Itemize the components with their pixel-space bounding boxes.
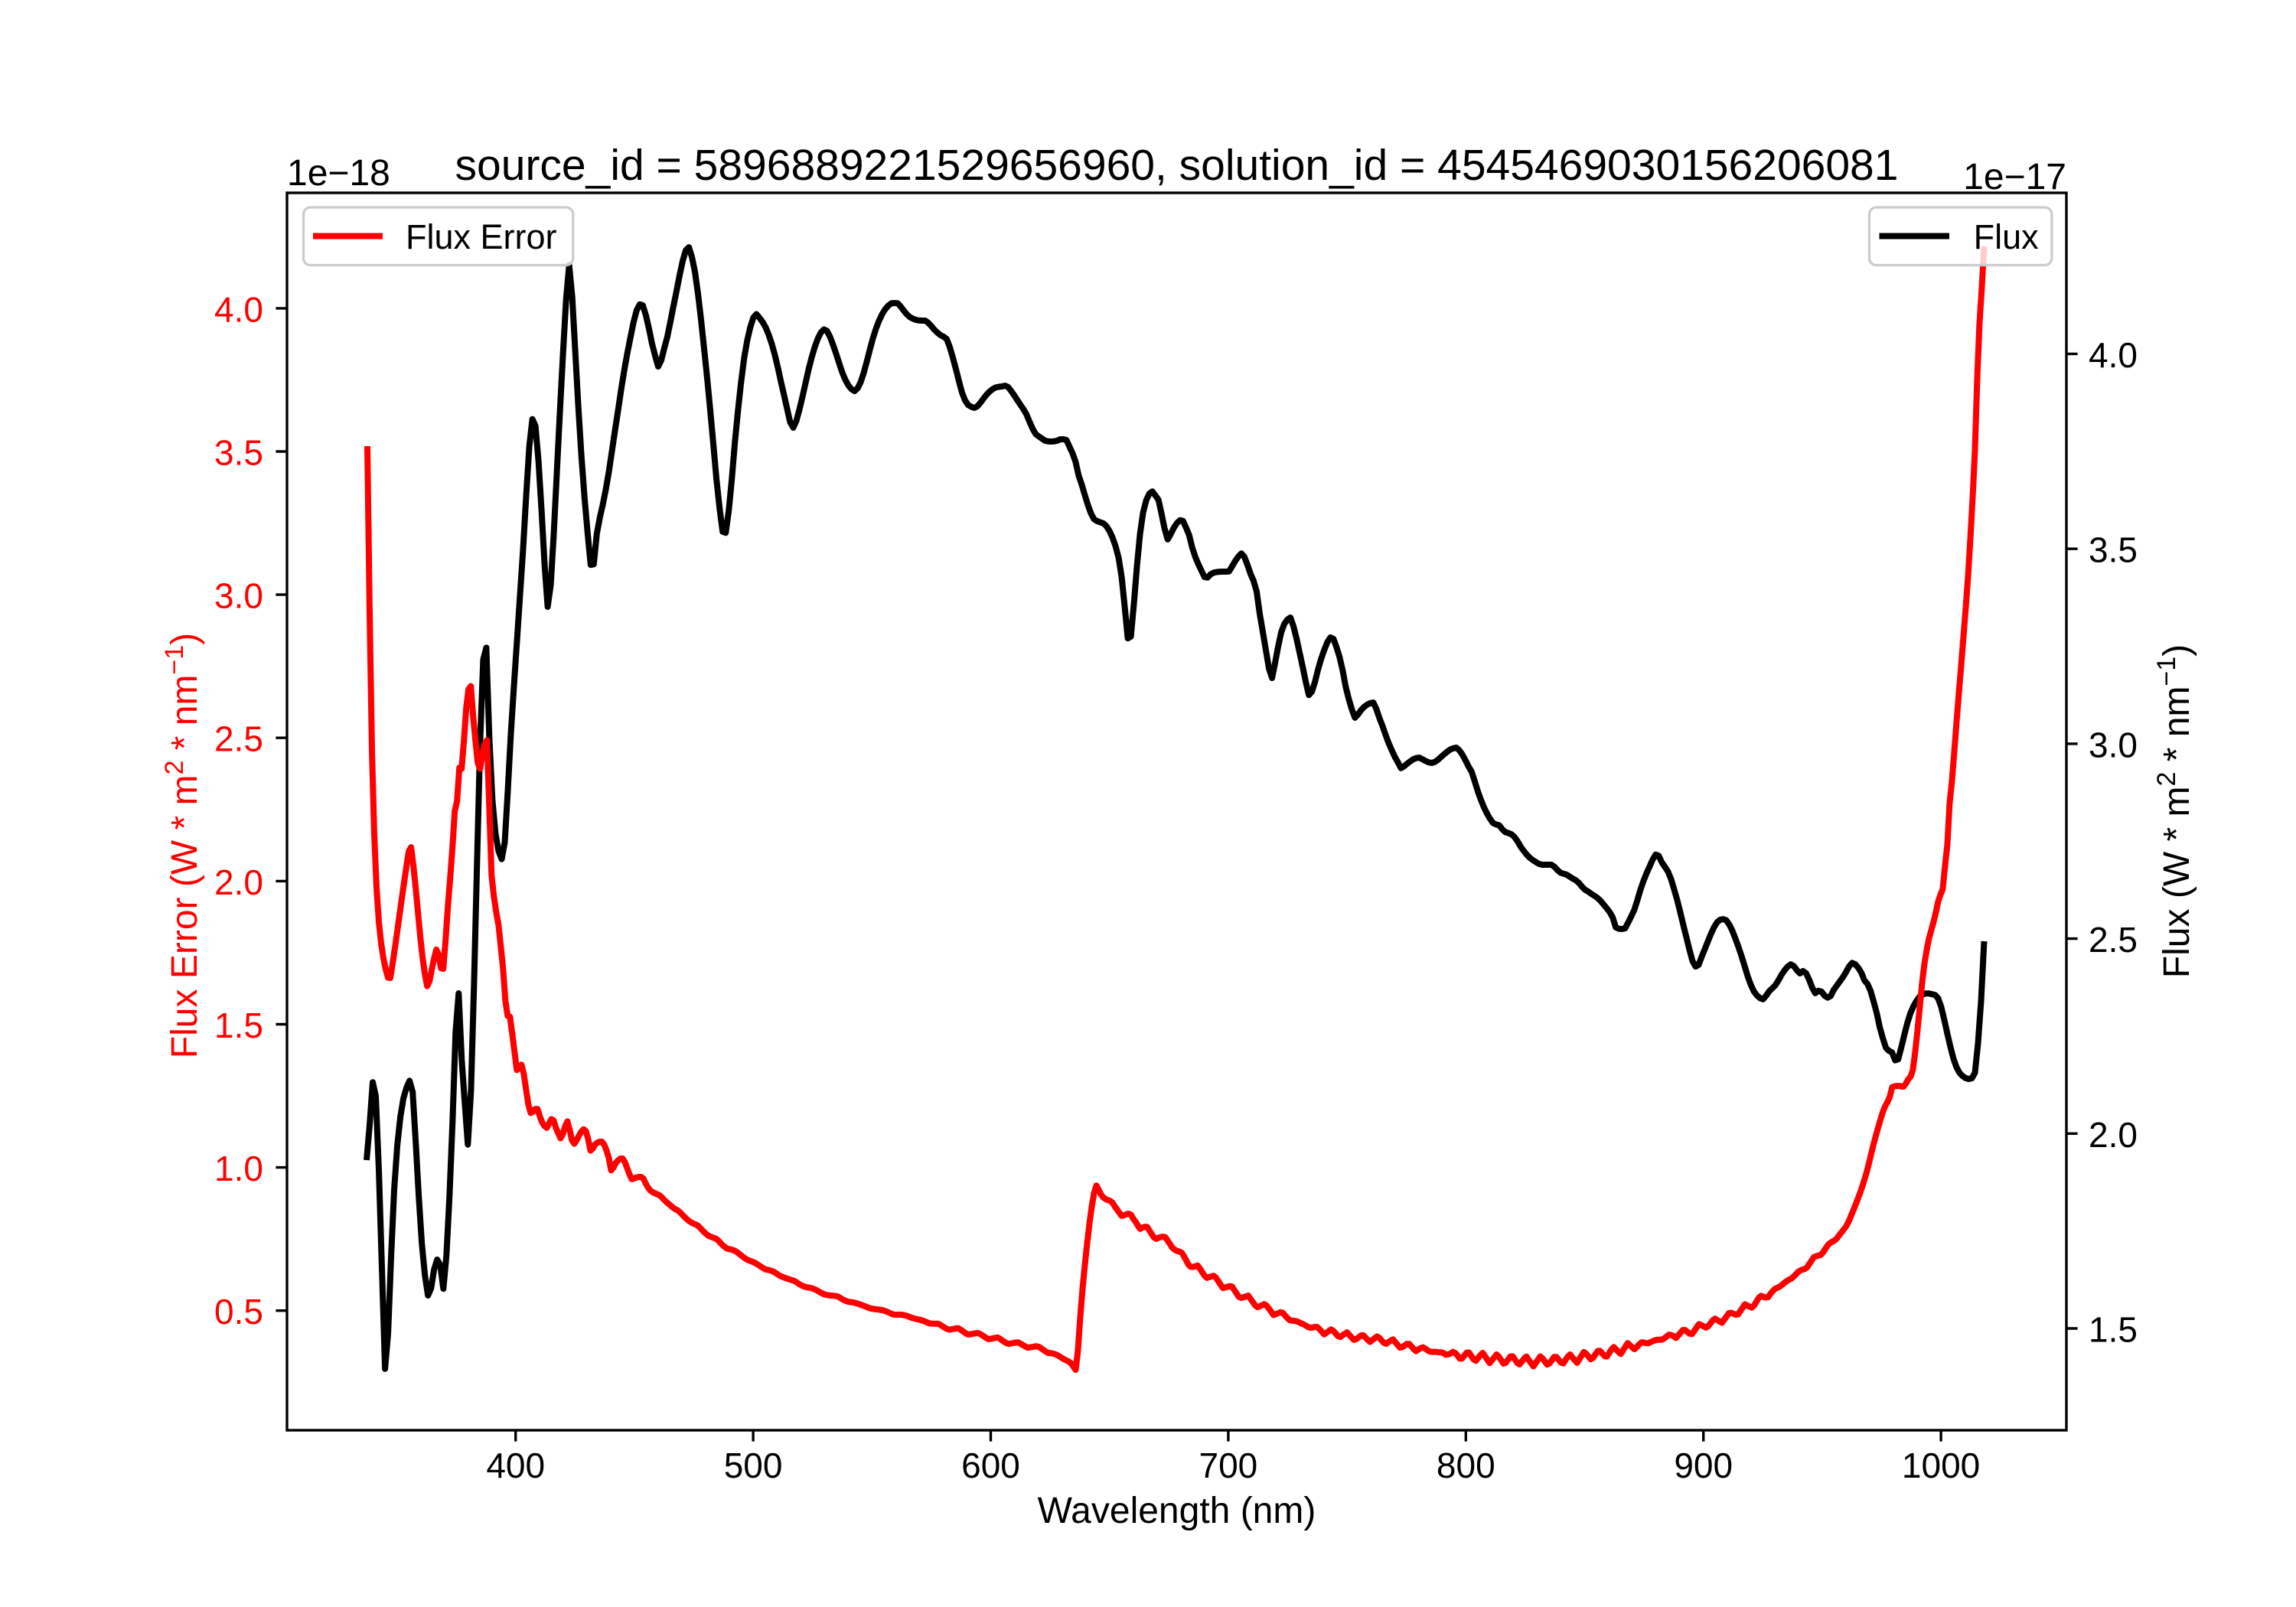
svg-text:3.0: 3.0 [214, 576, 263, 616]
svg-text:1e−18: 1e−18 [287, 153, 390, 194]
svg-text:source_id = 589688922152965696: source_id = 5896889221529656960, solutio… [455, 141, 1899, 190]
svg-text:Flux Error (W * m2 * nm−1): Flux Error (W * m2 * nm−1) [160, 633, 205, 1058]
svg-text:2.0: 2.0 [214, 862, 263, 902]
svg-text:1e−17: 1e−17 [1963, 157, 2066, 197]
svg-text:3.0: 3.0 [2089, 725, 2138, 764]
svg-text:800: 800 [1437, 1446, 1495, 1485]
svg-text:Flux (W * m2 * nm−1): Flux (W * m2 * nm−1) [2152, 644, 2197, 978]
svg-text:Wavelength (nm): Wavelength (nm) [1038, 1491, 1316, 1531]
svg-text:Flux Error: Flux Error [406, 217, 557, 256]
svg-text:400: 400 [486, 1446, 545, 1485]
svg-text:1.0: 1.0 [214, 1149, 263, 1188]
svg-text:4.0: 4.0 [2089, 335, 2138, 375]
svg-text:2.0: 2.0 [2089, 1115, 2138, 1155]
svg-text:700: 700 [1199, 1446, 1258, 1485]
svg-text:3.5: 3.5 [2089, 530, 2138, 570]
svg-text:0.5: 0.5 [214, 1292, 263, 1332]
svg-text:1.5: 1.5 [214, 1006, 263, 1045]
svg-text:900: 900 [1674, 1446, 1733, 1485]
svg-text:1.5: 1.5 [2089, 1310, 2138, 1350]
svg-text:Flux: Flux [1974, 217, 2040, 256]
svg-text:2.5: 2.5 [2089, 920, 2138, 960]
svg-text:2.5: 2.5 [214, 719, 263, 759]
svg-text:500: 500 [724, 1446, 783, 1485]
svg-text:600: 600 [961, 1446, 1020, 1485]
svg-text:3.5: 3.5 [214, 433, 263, 473]
svg-text:4.0: 4.0 [214, 289, 263, 329]
svg-text:1000: 1000 [1902, 1446, 1980, 1485]
